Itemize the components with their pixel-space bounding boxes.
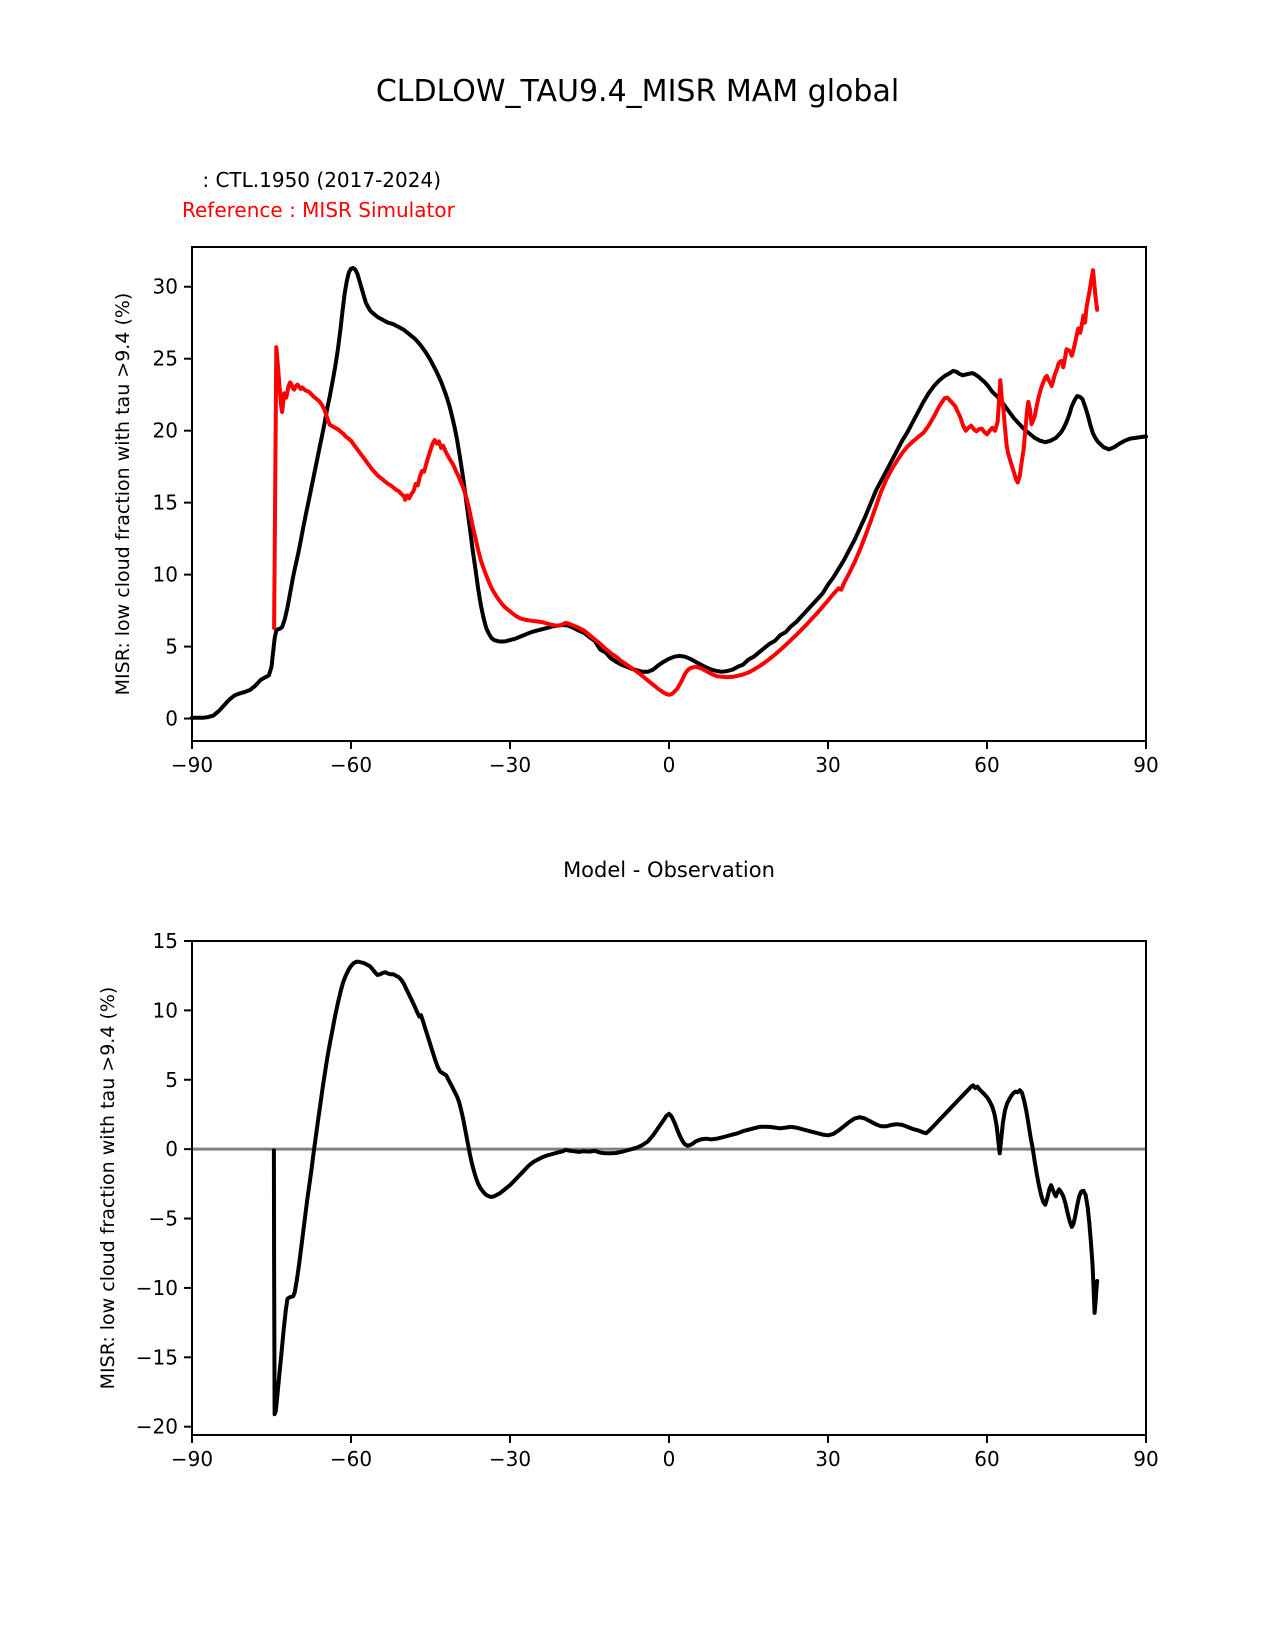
y-tick-label: 5 (165, 635, 178, 659)
y-tick-label: 0 (165, 1137, 178, 1161)
y-tick-label: 15 (153, 491, 178, 515)
x-tick-label: 60 (974, 1447, 999, 1471)
top-chart-y-axis-label: MISR: low cloud fraction with tau >9.4 (… (112, 292, 134, 696)
x-tick-label: 90 (1133, 753, 1158, 777)
x-tick-label: 60 (974, 753, 999, 777)
y-tick-label: 5 (165, 1068, 178, 1092)
x-tick-label: −30 (489, 1447, 531, 1471)
x-tick-label: −60 (330, 753, 372, 777)
page-title: CLDLOW_TAU9.4_MISR MAM global (375, 74, 900, 109)
y-tick-label: 15 (153, 929, 178, 953)
y-tick-label: −15 (136, 1345, 178, 1369)
x-tick-label: 90 (1133, 1447, 1158, 1471)
curve-reference (272, 268, 1100, 697)
x-tick-label: 30 (815, 1447, 840, 1471)
y-tick-label: 10 (153, 563, 178, 587)
y-tick-label: 25 (153, 347, 178, 371)
y-tick-label: 30 (153, 275, 178, 299)
legend-model-label: : CTL.1950 (2017-2024) (196, 168, 442, 192)
x-tick-label: 0 (663, 1447, 676, 1471)
y-tick-label: 10 (153, 998, 178, 1022)
y-tick-label: 0 (165, 707, 178, 731)
y-tick-label: −10 (136, 1276, 178, 1300)
x-tick-label: −60 (330, 1447, 372, 1471)
x-tick-label: 30 (815, 753, 840, 777)
curve-model (190, 266, 1148, 720)
x-tick-label: 0 (663, 753, 676, 777)
x-tick-label: −90 (171, 1447, 213, 1471)
y-tick-label: −5 (149, 1207, 178, 1231)
x-tick-label: −30 (489, 753, 531, 777)
legend-reference-label: Reference : MISR Simulator (182, 198, 455, 222)
curve-difference (271, 959, 1100, 1417)
y-tick-label: −20 (136, 1415, 178, 1439)
axes-frame (191, 246, 1147, 742)
y-tick-label: 20 (153, 419, 178, 443)
bottom-chart-title: Model - Observation (563, 858, 775, 882)
x-tick-label: −90 (171, 753, 213, 777)
bottom-chart-y-axis-label: MISR: low cloud fraction with tau >9.4 (… (97, 986, 119, 1390)
